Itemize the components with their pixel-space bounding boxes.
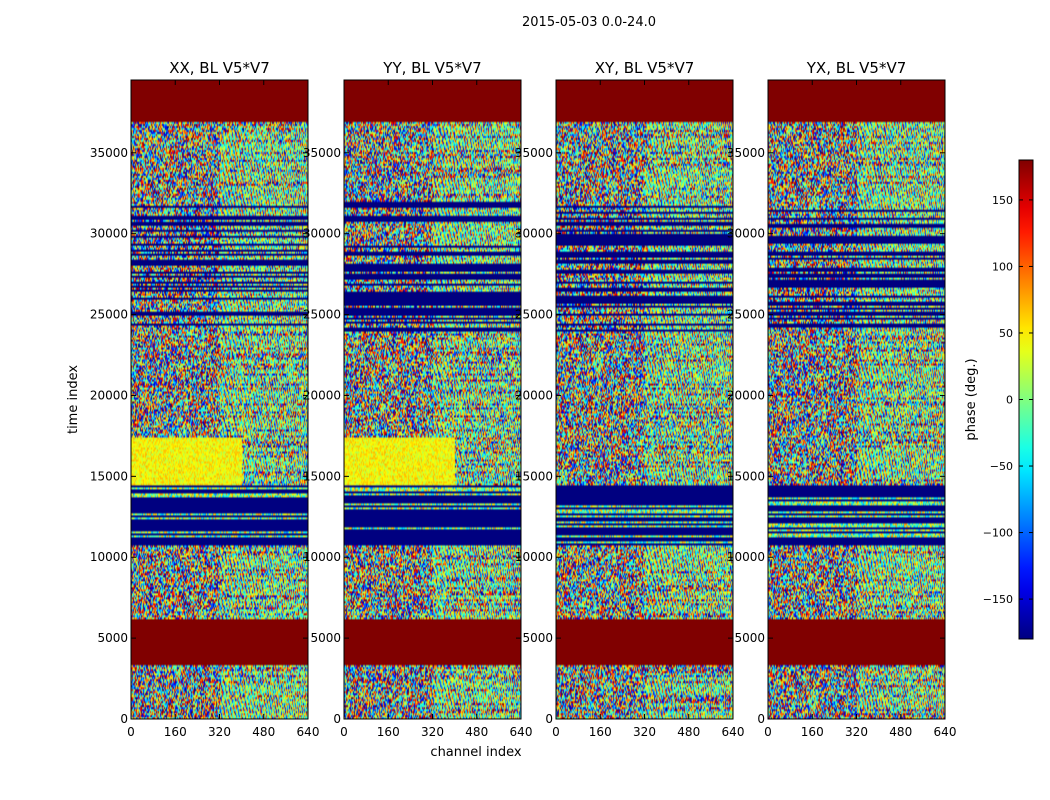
y-tick-label: 30000	[727, 227, 765, 241]
panel-title-3: YX, BL V5*V7	[806, 59, 907, 77]
y-tick-label: 0	[545, 712, 553, 726]
x-tick-label: 480	[889, 725, 912, 739]
x-tick-label: 160	[377, 725, 400, 739]
colorbar-tick-label: −150	[983, 593, 1013, 606]
x-tick-label: 480	[677, 725, 700, 739]
y-tick-label: 10000	[90, 550, 128, 564]
colorbar: 150 100 50 0 −50 −100 −150 phase (deg.)	[964, 159, 1034, 640]
y-tick-label: 20000	[303, 388, 341, 402]
y-tick-label: 0	[757, 712, 765, 726]
x-tick-label: 480	[465, 725, 488, 739]
y-tick-label: 20000	[727, 388, 765, 402]
x-tick-label: 320	[633, 725, 656, 739]
x-tick-label: 640	[934, 725, 957, 739]
y-tick-label: 30000	[90, 227, 128, 241]
phase-heatmap-3	[768, 80, 945, 719]
x-tick-label: 0	[552, 725, 560, 739]
colorbar-label: phase (deg.)	[964, 358, 979, 440]
colorbar-tick-label: −50	[990, 460, 1013, 473]
colorbar-tick-label: 150	[992, 194, 1013, 207]
panel-title-0: XX, BL V5*V7	[169, 59, 270, 77]
panel-0: XX, BL V5*V7 0 160 320 480 640 0 5000 10000 15000…	[66, 59, 319, 739]
x-tick-label: 0	[340, 725, 348, 739]
y-tick-label: 10000	[727, 550, 765, 564]
panel-1: YY, BL V5*V7 0 160 320 480 640 0 5000 10000 15000…	[303, 59, 533, 739]
y-tick-label: 30000	[515, 227, 553, 241]
y-tick-label: 20000	[515, 388, 553, 402]
panel-2: XY, BL V5*V7 0 160 320 480 640 0 5000 10000 15000…	[515, 59, 745, 739]
x-tick-label: 320	[845, 725, 868, 739]
y-axis-label: time index	[66, 365, 81, 434]
x-tick-label: 320	[421, 725, 444, 739]
colorbar-tick-label: −100	[983, 527, 1013, 540]
phase-heatmap-0	[131, 80, 308, 719]
y-tick-label: 15000	[303, 469, 341, 483]
x-tick-label: 480	[252, 725, 275, 739]
y-tick-label: 30000	[303, 227, 341, 241]
x-tick-label: 0	[127, 725, 135, 739]
panel-title-2: XY, BL V5*V7	[595, 59, 695, 77]
y-tick-label: 35000	[727, 146, 765, 160]
figure-title: 2015-05-03 0.0-24.0	[522, 15, 656, 30]
phase-heatmap-2	[556, 80, 733, 719]
colorbar-tick-label: 50	[999, 327, 1013, 340]
y-tick-label: 25000	[90, 308, 128, 322]
y-tick-label: 15000	[515, 469, 553, 483]
y-tick-label: 35000	[515, 146, 553, 160]
y-tick-label: 10000	[303, 550, 341, 564]
x-tick-label: 320	[208, 725, 231, 739]
x-axis-label: channel index	[430, 745, 521, 760]
y-tick-label: 15000	[90, 469, 128, 483]
y-tick-label: 15000	[727, 469, 765, 483]
x-tick-label: 0	[764, 725, 772, 739]
panel-title-1: YY, BL V5*V7	[382, 59, 481, 77]
colorbar-tick-label: 100	[992, 260, 1013, 273]
y-tick-label: 35000	[303, 146, 341, 160]
x-tick-label: 160	[589, 725, 612, 739]
y-tick-label: 5000	[97, 631, 128, 645]
y-tick-label: 10000	[515, 550, 553, 564]
y-tick-label: 5000	[310, 631, 341, 645]
panel-3: YX, BL V5*V7 0 160 320 480 640 0 5000 10000 15000…	[727, 59, 957, 739]
x-tick-label: 160	[164, 725, 187, 739]
x-tick-label: 640	[510, 725, 533, 739]
x-tick-label: 640	[297, 725, 320, 739]
colorbar-tick-label: 0	[1006, 394, 1013, 407]
y-tick-label: 0	[120, 712, 128, 726]
panels: XX, BL V5*V7 0 160 320 480 640 0 5000 10000 15000…	[66, 59, 956, 739]
y-tick-label: 0	[333, 712, 341, 726]
y-tick-label: 25000	[727, 308, 765, 322]
x-tick-label: 160	[801, 725, 824, 739]
y-tick-label: 25000	[515, 308, 553, 322]
y-tick-label: 35000	[90, 146, 128, 160]
x-tick-label: 640	[722, 725, 745, 739]
y-tick-label: 5000	[734, 631, 765, 645]
y-tick-label: 25000	[303, 308, 341, 322]
phase-heatmap-1	[344, 80, 521, 719]
y-tick-label: 5000	[522, 631, 553, 645]
y-tick-label: 20000	[90, 388, 128, 402]
